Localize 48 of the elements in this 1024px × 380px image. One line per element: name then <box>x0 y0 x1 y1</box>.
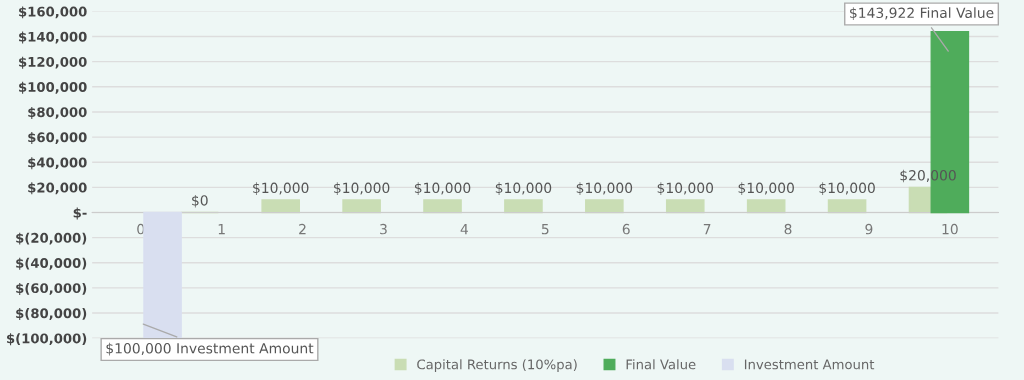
data-label: $0 <box>192 194 208 208</box>
y-tick-label: $(40,000) <box>16 257 87 270</box>
x-tick-label: 10 <box>942 223 958 235</box>
x-tick-label: 9 <box>865 223 873 235</box>
y-tick-label: $(80,000) <box>16 308 87 321</box>
x-tick-label: 7 <box>703 224 711 235</box>
annotation: $143,922 Final Value <box>850 7 994 20</box>
x-tick-label: 2 <box>299 223 306 235</box>
y-tick-label: $20,000 <box>28 182 87 195</box>
data-label: $10,000 <box>657 182 714 195</box>
y-tick-label: $120,000 <box>19 56 87 69</box>
annotation: $100,000 Investment Amount <box>106 342 314 356</box>
y-tick-label: $- <box>73 207 87 220</box>
bar <box>746 199 786 214</box>
y-tick-label: $(100,000) <box>6 333 87 346</box>
bar <box>665 199 705 214</box>
x-tick-label: 4 <box>460 224 469 235</box>
bar <box>504 199 543 214</box>
data-label: $10,000 <box>495 182 552 195</box>
y-tick-label: $(20,000) <box>16 232 87 245</box>
legend-label: Final Value <box>626 359 696 370</box>
y-tick-label: $160,000 <box>19 6 87 19</box>
data-label: $10,000 <box>253 182 309 195</box>
bar <box>261 199 300 214</box>
y-tick-label: $140,000 <box>19 31 87 44</box>
bar <box>827 199 867 214</box>
legend-label: Capital Returns (10%pa) <box>417 359 577 372</box>
y-tick-label: $60,000 <box>28 132 87 145</box>
data-label: $10,000 <box>819 182 875 195</box>
bar <box>585 199 624 214</box>
y-tick-label: $100,000 <box>19 81 87 94</box>
x-tick-label: 8 <box>784 223 792 235</box>
y-tick-label: $80,000 <box>28 106 87 119</box>
x-tick-label: 1 <box>218 224 225 235</box>
x-tick-label: 6 <box>622 223 630 235</box>
x-tick-label: 5 <box>541 224 549 235</box>
legend-label: Investment Amount <box>744 359 875 370</box>
x-tick-label: 3 <box>380 223 387 235</box>
bar <box>342 199 381 214</box>
bar <box>423 199 462 214</box>
y-tick-label: $40,000 <box>28 157 87 170</box>
data-label: $10,000 <box>738 182 794 195</box>
bar <box>143 211 182 339</box>
y-tick-label: $(60,000) <box>16 282 87 295</box>
data-label: $10,000 <box>414 182 471 195</box>
data-label: $10,000 <box>334 182 390 195</box>
data-label: $10,000 <box>576 182 633 195</box>
x-tick-label: 0 <box>137 223 145 235</box>
